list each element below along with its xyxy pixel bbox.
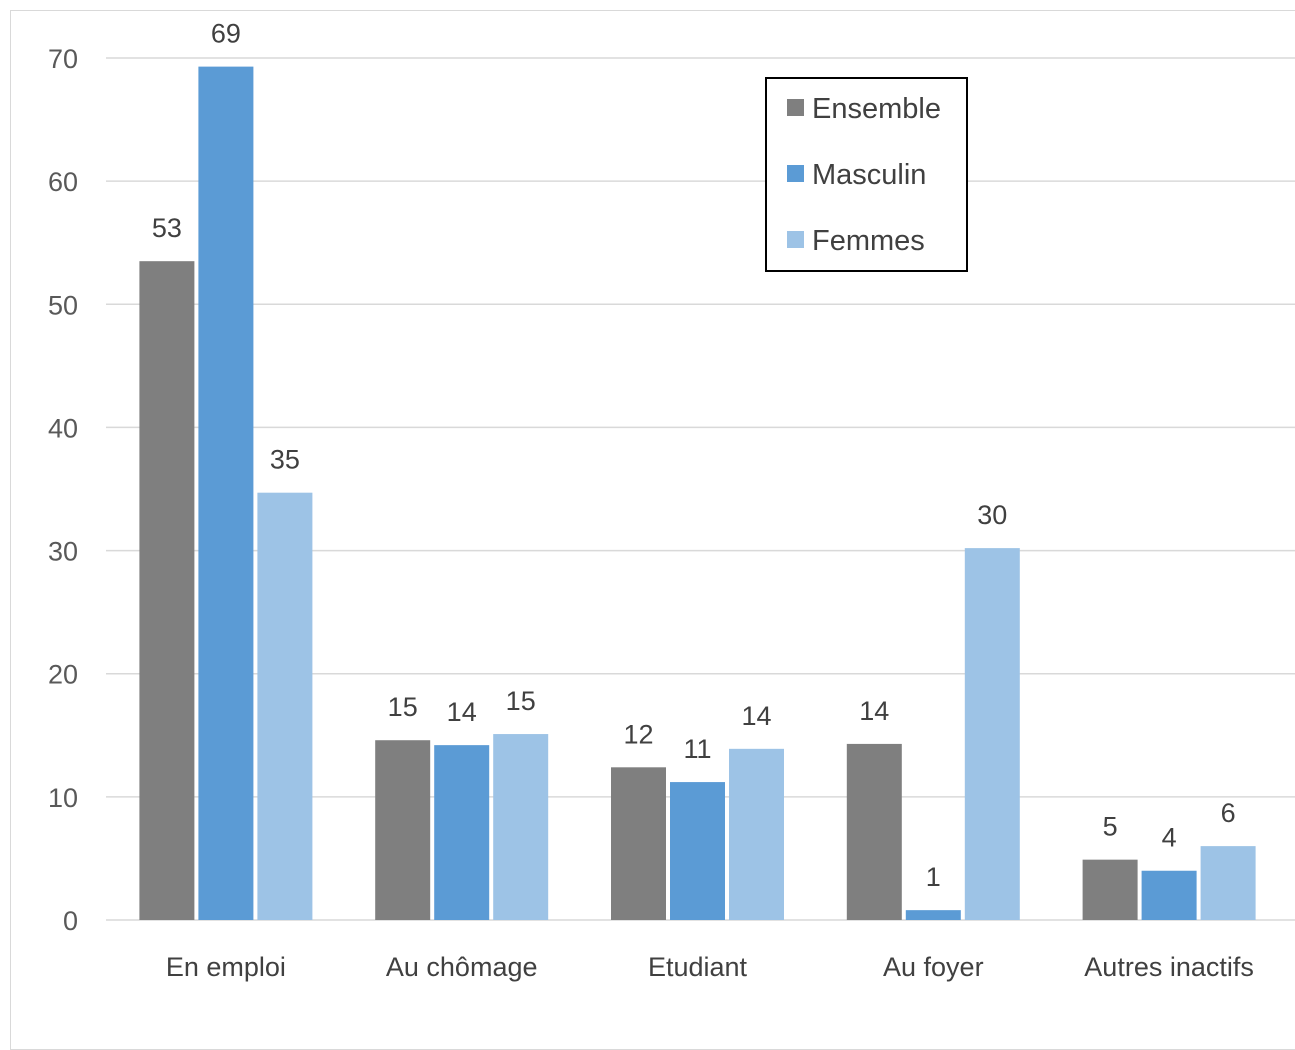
bar-ensemble-3 bbox=[846, 743, 902, 920]
data-label: 4 bbox=[1162, 823, 1177, 853]
y-tick-label: 20 bbox=[48, 660, 78, 690]
bar-femmes-2 bbox=[729, 748, 784, 920]
bars bbox=[139, 66, 1256, 921]
data-label: 1 bbox=[926, 862, 941, 892]
bar-masculin-0 bbox=[198, 66, 254, 921]
y-tick-label: 0 bbox=[63, 906, 78, 936]
bar-masculin-2 bbox=[670, 782, 725, 920]
data-label: 11 bbox=[683, 734, 711, 764]
y-tick-label: 60 bbox=[48, 167, 78, 197]
legend-swatch-masculin bbox=[787, 165, 804, 182]
data-label: 6 bbox=[1221, 798, 1236, 828]
x-category-label: Au chômage bbox=[386, 952, 538, 982]
bar-masculin-1 bbox=[434, 745, 490, 920]
bar-femmes-3 bbox=[964, 548, 1020, 920]
y-tick-label: 30 bbox=[48, 537, 78, 567]
data-label: 53 bbox=[152, 213, 182, 243]
data-label: 12 bbox=[623, 719, 653, 749]
bar-masculin-3 bbox=[905, 910, 961, 920]
x-category-label: En emploi bbox=[166, 952, 286, 982]
legend-swatch-ensemble bbox=[787, 99, 804, 116]
x-category-label: Au foyer bbox=[883, 952, 984, 982]
x-category-label: Autres inactifs bbox=[1084, 952, 1254, 982]
data-label: 30 bbox=[977, 500, 1007, 530]
x-axis-categories: En emploi Au chômage Etudiant Au foyer Autre… bbox=[166, 952, 1254, 982]
legend-label: Femmes bbox=[812, 225, 925, 257]
bar-masculin-4 bbox=[1141, 870, 1197, 920]
data-label: 15 bbox=[506, 686, 536, 716]
data-label: 14 bbox=[859, 696, 889, 726]
bar-femmes-0 bbox=[257, 492, 313, 920]
y-tick-label: 50 bbox=[48, 290, 78, 320]
y-axis-ticks: 0 10 20 30 40 50 60 70 bbox=[48, 44, 78, 936]
data-label: 15 bbox=[388, 692, 418, 722]
bar-femmes-1 bbox=[493, 734, 549, 920]
y-tick-label: 10 bbox=[48, 783, 78, 813]
legend-label: Ensemble bbox=[812, 93, 941, 125]
bar-femmes-4 bbox=[1200, 846, 1256, 920]
data-label: 5 bbox=[1103, 812, 1118, 842]
legend-swatch-femmes bbox=[787, 231, 804, 248]
legend: Ensemble Masculin Femmes bbox=[765, 77, 968, 272]
bar-ensemble-4 bbox=[1082, 859, 1138, 920]
data-label: 69 bbox=[211, 19, 241, 49]
data-label: 35 bbox=[270, 445, 300, 475]
legend-label: Masculin bbox=[812, 159, 926, 191]
y-tick-label: 70 bbox=[48, 44, 78, 74]
bar-ensemble-2 bbox=[611, 767, 666, 920]
bar-ensemble-1 bbox=[375, 740, 431, 920]
x-category-label: Etudiant bbox=[648, 952, 748, 982]
bar-ensemble-0 bbox=[139, 261, 195, 921]
data-labels: 53 69 35 15 14 15 12 11 14 14 1 30 5 4 6 bbox=[152, 19, 1236, 893]
data-label: 14 bbox=[447, 697, 477, 727]
data-label: 14 bbox=[741, 701, 771, 731]
y-tick-label: 40 bbox=[48, 413, 78, 443]
